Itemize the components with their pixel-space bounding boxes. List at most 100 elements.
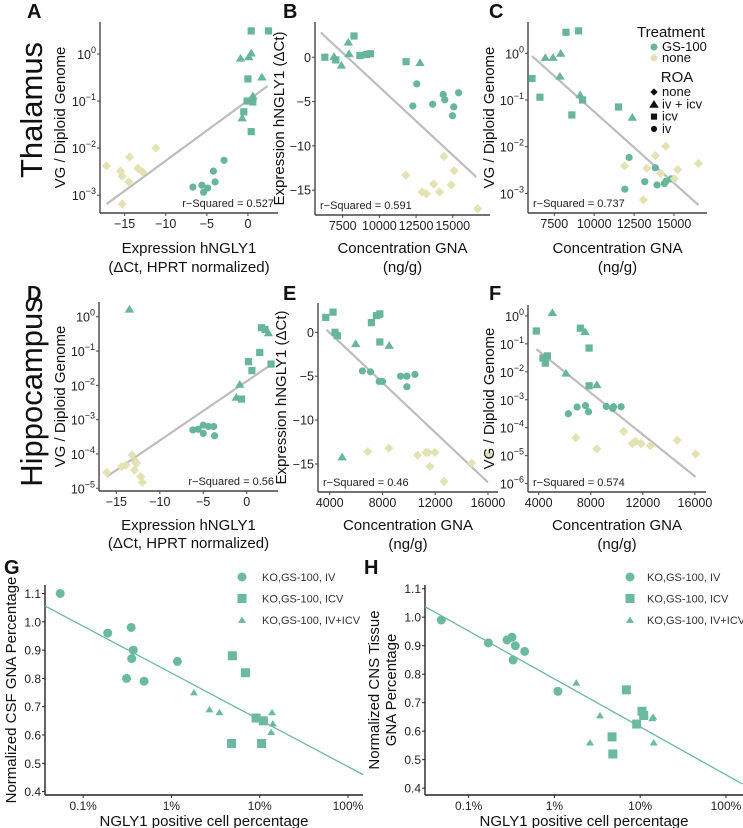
y-tick-base: 10 <box>76 311 90 325</box>
x-tick-label: 4000 <box>525 496 553 510</box>
data-point-icv <box>240 108 248 116</box>
data-point-iv <box>510 641 520 651</box>
y-tick-base: 10 <box>500 478 514 492</box>
region-label-thalamus: Thalamus <box>14 42 49 178</box>
data-point-iv-icv <box>373 310 383 319</box>
y-tick-label: 0.7 <box>404 696 421 710</box>
y-tick-base: 10 <box>500 422 514 436</box>
data-point-iv <box>641 178 649 186</box>
data-point-iv <box>508 655 518 665</box>
data-point-iv-icv <box>572 679 581 686</box>
data-point-icv <box>322 313 330 321</box>
legend-gh: KO,GS-100, IV KO,GS-100, ICV KO,GS-100, IV… <box>237 572 743 627</box>
data-point-none <box>117 199 127 209</box>
data-point-icv <box>251 713 261 723</box>
legend-treatment-title: Treatment <box>637 24 706 41</box>
x-tick-label: 0 <box>244 217 251 231</box>
y-tick-label: 0.9 <box>24 644 41 658</box>
data-point-iv-icv <box>336 60 347 69</box>
data-point-iv <box>573 403 581 411</box>
data-point-iv <box>625 572 635 582</box>
x-tick-label: 12500 <box>617 217 652 231</box>
x-axis-title: NGLY1 positive cell percentage <box>99 813 308 828</box>
x-axis-title: (ng/g) <box>597 536 636 553</box>
data-point-iv <box>358 367 367 375</box>
data-point-iv <box>103 628 113 638</box>
data-point-none <box>121 460 131 470</box>
y-tick-label: 1.0 <box>404 611 421 625</box>
data-point-iv <box>396 372 405 380</box>
data-point-iv-icv <box>237 113 247 122</box>
data-point-icv <box>639 711 649 721</box>
y-tick-label: 1.1 <box>24 587 41 601</box>
y-tick-label: 0.4 <box>404 782 421 796</box>
x-axis-title: (ng/g) <box>598 259 637 276</box>
data-point-iv-icv <box>246 48 256 57</box>
x-axis-title: NGLY1 positive cell percentage <box>479 813 688 828</box>
data-point-iv-icv <box>343 37 354 46</box>
data-point-icv <box>362 51 371 59</box>
y-tick-base: 10 <box>500 366 514 380</box>
fit-line <box>105 85 269 205</box>
data-point-none <box>645 440 655 451</box>
r-squared-label: r−Squared = 0.574 <box>533 477 625 489</box>
data-point-none <box>484 449 494 459</box>
data-point-none <box>412 450 423 460</box>
legend-treatment-gs100: GS-100 <box>662 39 707 54</box>
y-tick-base: 10 <box>500 394 514 408</box>
data-point-none <box>423 447 433 458</box>
y-axis-title: GNA Percentage <box>383 634 400 747</box>
data-point-iv-icv <box>561 368 571 377</box>
y-tick-label: 10−2 <box>72 139 96 156</box>
panel-letter-e: E <box>283 283 296 305</box>
data-point-icv <box>249 98 257 106</box>
y-tick-label: −10 <box>290 139 311 153</box>
y-tick-label: 100 <box>76 308 95 325</box>
legend-group-label: KO,GS-100, IV+ICV <box>647 615 743 627</box>
data-point-none <box>669 174 679 184</box>
data-point-none <box>124 152 135 162</box>
y-tick-base: 10 <box>77 48 91 62</box>
fit-line <box>535 348 697 478</box>
fit-line <box>424 606 743 785</box>
data-point-icv <box>528 74 536 83</box>
x-axis-title: Concentration GNA <box>552 517 682 534</box>
data-point-none <box>690 449 701 459</box>
y-axis-title: VG / Diploid Genome <box>481 47 498 189</box>
data-point-iv <box>436 615 446 625</box>
y-tick-label: 1.1 <box>404 582 421 596</box>
data-point-icv <box>650 113 658 120</box>
data-point-icv <box>261 325 269 334</box>
legend-none-marker <box>650 54 658 62</box>
y-tick-exponent: 0 <box>519 44 524 54</box>
y-tick-exponent: 0 <box>90 308 95 318</box>
y-tick-label: 10−3 <box>500 391 524 408</box>
x-tick-label: 12000 <box>418 496 453 510</box>
data-point-none <box>102 467 112 478</box>
data-point-icv <box>240 668 250 678</box>
data-point-iv <box>403 372 411 380</box>
data-point-none <box>592 444 602 454</box>
data-point-icv <box>333 332 341 340</box>
data-point-iv <box>429 100 437 108</box>
y-tick-label: 10−5 <box>71 479 95 496</box>
data-point-none <box>446 180 456 190</box>
data-point-icv <box>607 732 617 742</box>
data-point-iv <box>413 80 421 88</box>
data-point-icv <box>256 348 264 357</box>
y-tick-base: 10 <box>71 482 85 496</box>
data-point-none <box>636 439 646 449</box>
panel-g: 0.1% 1% 10% 100% 0.4 0.5 0.6 0.7 0.8 0.9 1.0 1.1 NGL… <box>3 577 364 828</box>
x-tick-label: 0.1% <box>69 799 97 813</box>
y-tick-label: 10−6 <box>500 475 524 492</box>
x-tick-label: 16000 <box>471 496 506 510</box>
y-tick-label: −5 <box>300 370 314 384</box>
data-point-icv <box>248 367 256 375</box>
data-point-icv <box>329 308 337 316</box>
panel-c: 7500 10000 12500 1500010010−110−210−3r−Squa… <box>481 22 707 276</box>
data-point-none <box>136 471 146 482</box>
data-point-icv <box>227 651 237 661</box>
y-tick-label: 10−2 <box>500 138 524 155</box>
y-tick-label: 10−4 <box>500 419 524 436</box>
